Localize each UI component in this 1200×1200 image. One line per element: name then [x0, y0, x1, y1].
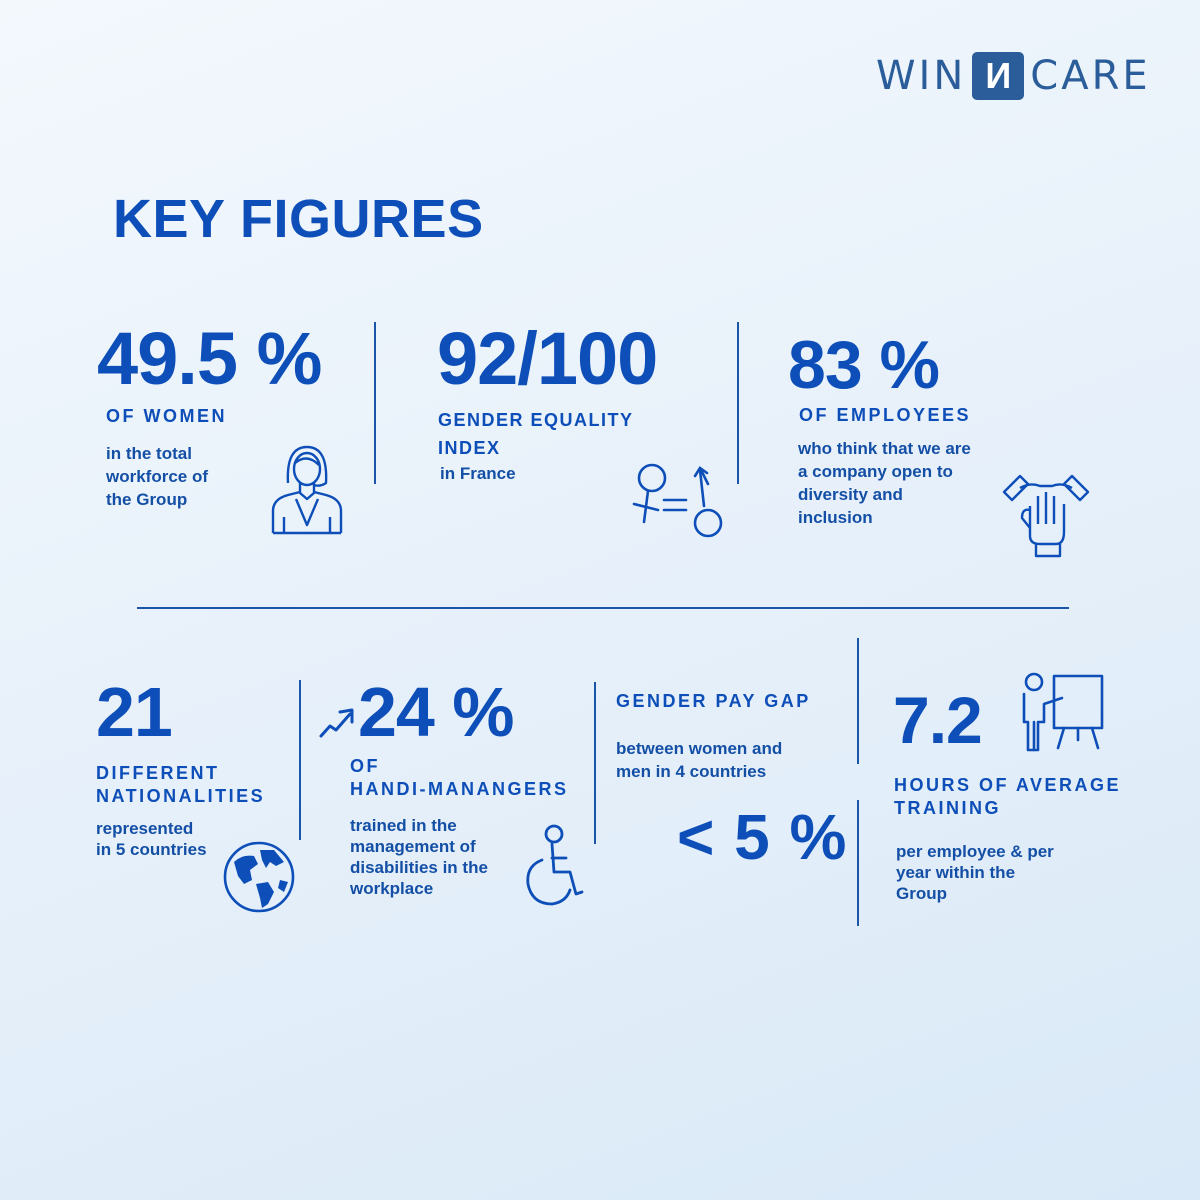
label-line: HOURS OF AVERAGE — [894, 775, 1122, 795]
desc-line: year within the — [896, 863, 1016, 882]
gender-equality-icon — [632, 463, 723, 538]
woman-icon — [271, 445, 343, 535]
desc-line: in France — [440, 464, 516, 483]
divider — [374, 322, 376, 484]
stat-nationalities-label: DIFFERENT NATIONALITIES — [96, 762, 265, 808]
stat-equality-value: 92/100 — [437, 317, 658, 400]
desc-line: who think that we are — [798, 439, 971, 458]
desc-line: inclusion — [798, 508, 873, 527]
trend-up-arrow-icon — [319, 708, 354, 738]
stat-handi-desc: trained in the management of disabilitie… — [350, 815, 488, 899]
desc-line: workplace — [350, 879, 434, 898]
stat-training-label: HOURS OF AVERAGE TRAINING — [894, 774, 1121, 820]
stat-equality-desc: in France — [440, 462, 516, 485]
desc-line: represented — [96, 819, 194, 838]
stat-training-desc: per employee & per year within the Group — [896, 841, 1054, 904]
divider — [299, 680, 301, 840]
desc-line: in the total — [106, 444, 192, 463]
stat-women-label: OF WOMEN — [106, 406, 227, 426]
stat-nationalities-value: 21 — [96, 673, 173, 751]
desc-line: in 5 countries — [96, 840, 207, 859]
stat-employees-label: OF EMPLOYEES — [799, 405, 972, 425]
divider — [857, 800, 859, 926]
stat-paygap-value: < 5 % — [677, 801, 848, 873]
trainer-board-icon — [1022, 672, 1104, 752]
stat-nationalities-desc: represented in 5 countries — [96, 818, 207, 860]
stat-employees-value: 83 % — [788, 327, 940, 403]
desc-line: management of — [350, 837, 476, 856]
stat-women-desc: in the total workforce of the Group — [106, 442, 208, 511]
globe-icon — [223, 841, 295, 913]
stat-paygap-desc: between women and men in 4 countries — [616, 737, 782, 783]
desc-line: the Group — [106, 490, 188, 509]
stat-handi-value: 24 % — [358, 673, 515, 751]
label-line: DIFFERENT — [96, 763, 220, 783]
divider — [857, 638, 859, 764]
stat-women-value: 49.5 % — [97, 317, 322, 400]
desc-line: trained in the — [350, 816, 457, 835]
desc-line: Group — [896, 884, 947, 903]
label-line: TRAINING — [894, 798, 1001, 818]
label-line: GENDER EQUALITY — [438, 410, 634, 430]
wheelchair-icon — [526, 824, 584, 906]
label-line: NATIONALITIES — [96, 786, 266, 806]
stat-paygap-label: GENDER PAY GAP — [616, 691, 811, 711]
brand-logo: WIN И CARE — [876, 52, 1151, 100]
stat-handi-label: OF HANDI-MANANGERS — [350, 755, 569, 801]
label-line: INDEX — [438, 438, 501, 458]
stat-training-value: 7.2 — [893, 683, 983, 757]
desc-line: disabilities in the — [350, 858, 488, 877]
label-line: HANDI-MANANGERS — [350, 779, 569, 799]
stat-equality-label: GENDER EQUALITY INDEX — [438, 406, 634, 462]
divider — [737, 322, 739, 484]
divider — [594, 682, 596, 844]
brand-left: WIN — [876, 53, 967, 99]
brand-right: CARE — [1030, 53, 1151, 99]
desc-line: workforce of — [106, 467, 209, 486]
hands-together-icon — [1002, 474, 1090, 558]
stat-employees-desc: who think that we are a company open to … — [798, 437, 971, 529]
desc-line: per employee & per — [896, 842, 1054, 861]
label-line: OF — [350, 756, 380, 776]
section-divider — [137, 607, 1069, 609]
desc-line: diversity and — [798, 485, 903, 504]
desc-line: a company open to — [798, 462, 953, 481]
desc-line: between women and — [616, 739, 783, 758]
page-title: KEY FIGURES — [113, 189, 484, 249]
desc-line: men in 4 countries — [616, 762, 767, 781]
brand-mark: И — [972, 52, 1025, 100]
